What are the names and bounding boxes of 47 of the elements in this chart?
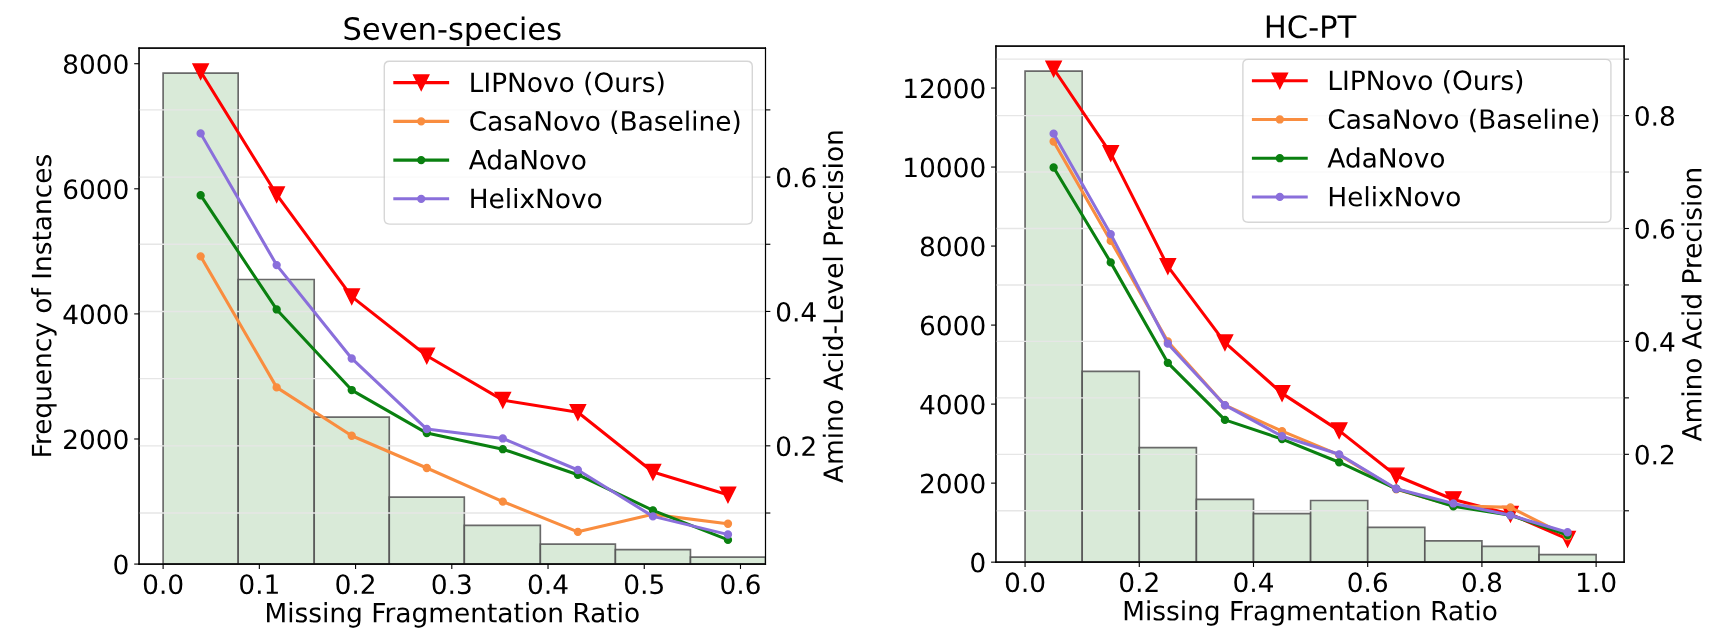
x-axis-title: Missing Fragmentation Ratio (1124, 600, 1497, 626)
x-tick-label: 0.2 (1120, 572, 1158, 593)
x-tick-label: 0.0 (1005, 572, 1045, 593)
y2-tick-label: 0.2 (1635, 444, 1674, 465)
y-tick-label: 4000 (920, 394, 985, 415)
x-tick-label: 0.3 (432, 574, 471, 595)
legend-label: CasaNovo (Baseline) (470, 110, 740, 135)
x-tick-label: 0.0 (143, 574, 183, 595)
y-tick-label: 0 (114, 554, 128, 575)
y2-axis-title: Amino Acid Precision (1681, 169, 1702, 442)
y-tick-label: 2000 (920, 473, 985, 494)
legend-label: HelixNovo (1329, 186, 1460, 207)
y-axis-title: Frequency of Instances (31, 155, 57, 456)
chart-title: Seven-species (344, 16, 561, 47)
legend-label: LIPNovo (Ours) (1329, 69, 1523, 94)
legend-label: HelixNovo (471, 188, 602, 209)
x-tick-label: 0.6 (1348, 572, 1388, 593)
legend-label: AdaNovo (468, 149, 586, 170)
x-tick-label: 0.1 (240, 574, 278, 595)
y-tick-label: 2000 (64, 429, 128, 450)
y-tick-label: 6000 (64, 179, 128, 200)
x-tick-label: 0.6 (721, 574, 760, 595)
x-axis-title: Missing Fragmentation Ratio (267, 602, 639, 628)
y-tick-label: 8000 (920, 236, 985, 257)
y2-tick-label: 0.6 (1635, 218, 1675, 239)
chart-title: HC-PT (1266, 15, 1357, 39)
y2-tick-label: 0.2 (776, 436, 815, 457)
y2-axis-title: Amino Acid-Level Precision (822, 131, 844, 483)
y-tick-label: 12000 (905, 78, 985, 99)
y2-tick-label: 0.4 (776, 301, 816, 322)
y-tick-label: 6000 (920, 315, 985, 336)
legend-label: CasaNovo (Baseline) (1328, 108, 1599, 133)
y2-tick-label: 0.8 (1635, 106, 1674, 126)
x-tick-label: 0.2 (336, 574, 374, 595)
x-tick-label: 0.4 (528, 574, 568, 595)
legend-label: AdaNovo (1327, 147, 1445, 168)
y-tick-label: 0 (971, 552, 985, 573)
y2-tick-label: 0.6 (776, 167, 816, 188)
legend-label: LIPNovo (Ours) (471, 71, 664, 96)
y2-tick-label: 0.4 (1635, 331, 1675, 352)
y-tick-label: 4000 (63, 304, 128, 325)
y-tick-label: 8000 (63, 54, 128, 75)
y-tick-label: 10000 (905, 157, 985, 178)
x-tick-label: 0.4 (1234, 572, 1273, 593)
x-tick-label: 0.5 (625, 574, 663, 595)
x-tick-label: 0.8 (1462, 572, 1502, 593)
x-tick-label: 1.0 (1578, 572, 1616, 593)
